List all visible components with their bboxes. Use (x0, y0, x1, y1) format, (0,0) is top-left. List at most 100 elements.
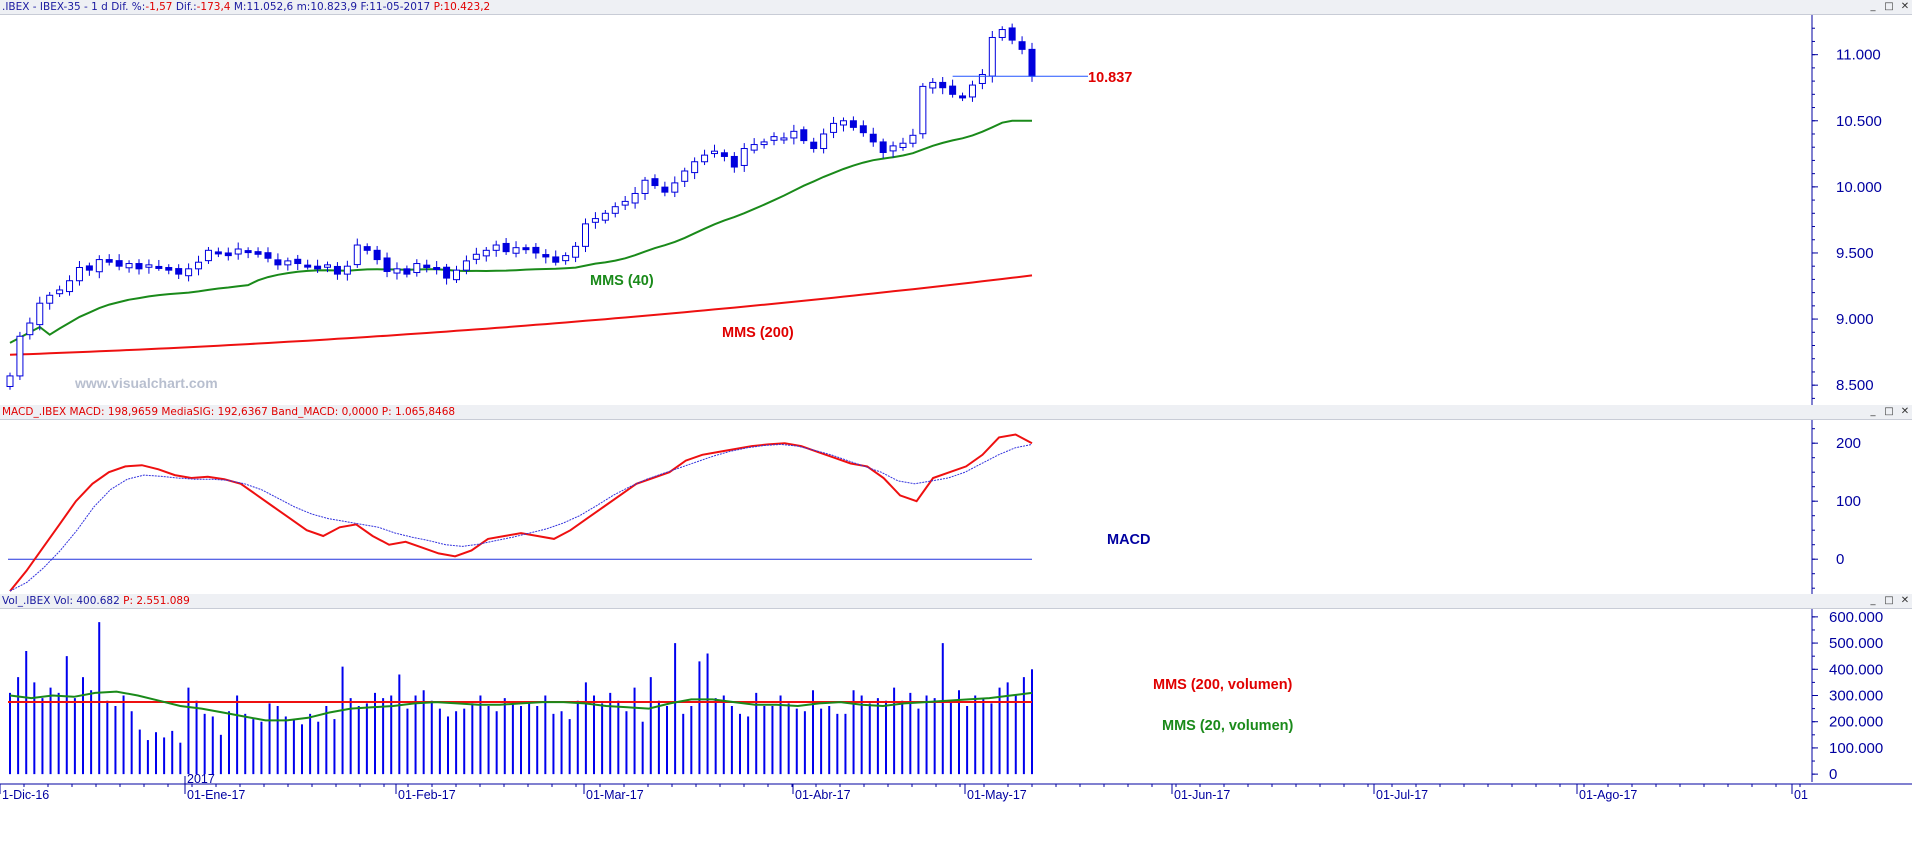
candle (651, 174, 659, 189)
candle (641, 176, 649, 200)
candle-body (16, 335, 24, 377)
minimize-button[interactable]: _ (1870, 406, 1876, 417)
candle (115, 254, 123, 271)
volume-y-tick-label: 0 (1829, 766, 1837, 783)
maximize-button[interactable]: □ (1884, 1, 1894, 12)
candle-body (304, 264, 312, 268)
price-y-tick-label: 10.000 (1836, 179, 1882, 196)
candle (631, 186, 639, 209)
price-window-buttons: _ □ ✕ (1868, 0, 1910, 14)
candle (1008, 23, 1016, 45)
price-pane-header: .IBEX - IBEX-35 - 1 d Dif. %:-1,57 Dif.:… (0, 0, 1912, 15)
candle-body (939, 81, 947, 89)
candle-body (601, 212, 609, 221)
volume-chart[interactable]: 600.000 500.000 400.000 300.000 200.000 100.0… (0, 609, 1912, 846)
candle (324, 261, 332, 273)
candle (413, 259, 421, 277)
candle-body (195, 261, 203, 270)
candle (661, 181, 669, 197)
candle-body (324, 264, 332, 268)
candle (820, 128, 828, 154)
candle (244, 247, 252, 259)
candle-body (284, 260, 292, 266)
candle (959, 92, 967, 102)
band-value: Band_MACD: 0,0000 (271, 406, 379, 418)
macd-chart[interactable]: 200 100 0 MACD (0, 420, 1912, 594)
candle-body (641, 179, 649, 194)
candle-body (750, 144, 758, 151)
candle-body (591, 218, 599, 223)
candle (433, 261, 441, 275)
candle (373, 245, 381, 265)
minimize-button[interactable]: _ (1870, 595, 1876, 606)
candle (66, 275, 74, 296)
candle (681, 167, 689, 187)
candle (760, 138, 768, 149)
candle-body (363, 246, 371, 251)
candle-body (125, 263, 133, 269)
p-value: 10.423,2 (443, 1, 491, 13)
x-tick-label: 01-Ago-17 (1579, 788, 1637, 802)
candle-body (581, 223, 589, 247)
candle-body (512, 247, 520, 254)
candle-body (661, 186, 669, 193)
candle-body (889, 145, 897, 152)
close-button[interactable]: ✕ (1900, 406, 1910, 417)
candle (1018, 36, 1026, 55)
candle-body (453, 269, 461, 281)
candle-body (959, 95, 967, 99)
candle (800, 126, 808, 144)
volume-header-text: Vol_.IBEX Vol: 400.682 P: 2.551.089 (2, 595, 190, 607)
candle-body (36, 302, 44, 326)
candle (839, 117, 847, 132)
maximize-button[interactable]: □ (1884, 406, 1894, 417)
candle (472, 247, 480, 265)
candle-body (621, 200, 629, 206)
candle (294, 254, 302, 271)
candle (889, 141, 897, 158)
close-button[interactable]: ✕ (1900, 595, 1910, 606)
candle-body (869, 133, 877, 143)
candle (581, 218, 589, 253)
macd-label: MACD (1107, 532, 1151, 548)
candle-body (681, 170, 689, 182)
candle-body (701, 154, 709, 163)
candle (909, 128, 917, 148)
candle (443, 263, 451, 285)
candle-body (294, 258, 302, 265)
candle-body (333, 265, 341, 275)
volume-y-tick-label: 600.000 (1829, 609, 1883, 626)
candle (899, 137, 907, 151)
date-label: F: (360, 1, 370, 13)
candle-body (522, 247, 530, 251)
close-button[interactable]: ✕ (1900, 1, 1910, 12)
candle-body (343, 265, 351, 275)
candle (919, 83, 927, 139)
candle (16, 331, 24, 381)
volume-sma200-label: MMS (200, volumen) (1153, 677, 1293, 693)
price-chart[interactable]: 11.000 10.500 10.000 9.500 9.000 8.500 10.837 M… (0, 15, 1912, 405)
candle (998, 26, 1006, 41)
candle (601, 210, 609, 224)
sma40-label: MMS (40) (590, 273, 654, 289)
candle (333, 262, 341, 280)
candle (195, 255, 203, 276)
candle-body (839, 120, 847, 126)
candle (671, 176, 679, 198)
price-pane: .IBEX - IBEX-35 - 1 d Dif. %:-1,57 Dif.:… (0, 0, 1912, 405)
candle (879, 138, 887, 159)
candle (135, 259, 143, 275)
symbol-label: .IBEX - IBEX-35 - 1 d (2, 1, 108, 13)
candle (56, 285, 64, 297)
candle (770, 132, 778, 146)
maximize-button[interactable]: □ (1884, 595, 1894, 606)
last-price-label: 10.837 (1088, 70, 1132, 86)
candle (85, 262, 93, 276)
dif-value: -173,4 (196, 1, 231, 13)
price-y-tick-label: 10.500 (1836, 113, 1882, 130)
candle-body (562, 255, 570, 262)
macd-value: MACD: 198,9659 (69, 406, 158, 418)
candle-body (1008, 27, 1016, 41)
minimize-button[interactable]: _ (1870, 1, 1876, 12)
sma200-label: MMS (200) (722, 325, 794, 341)
